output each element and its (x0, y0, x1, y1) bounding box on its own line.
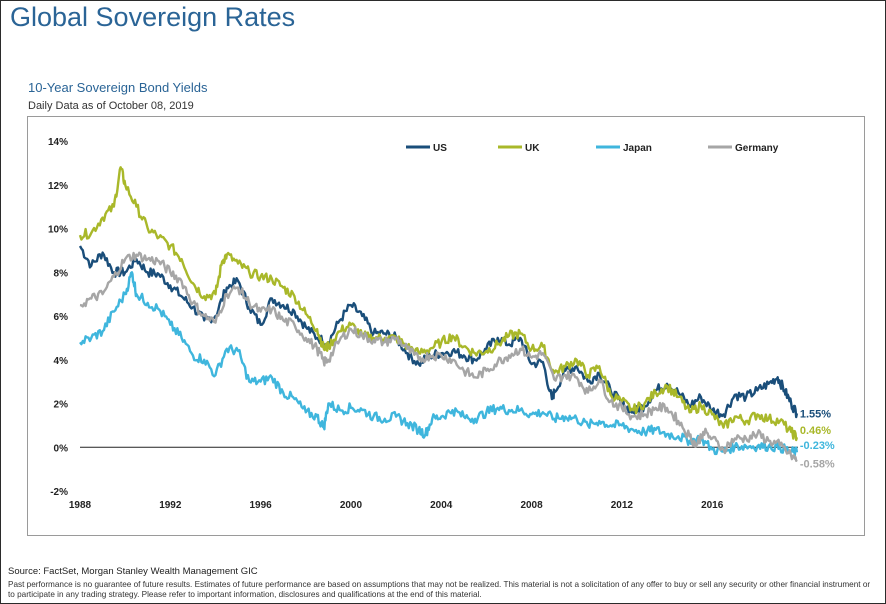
x-tick-label: 1996 (250, 500, 273, 511)
series-line-japan (79, 271, 799, 457)
page-title: Global Sovereign Rates (10, 2, 296, 32)
y-tick-label: -2% (50, 487, 68, 498)
y-tick-label: 6% (54, 312, 69, 323)
y-tick-label: 8% (54, 268, 69, 279)
series-line-us (78, 245, 799, 419)
legend-label-germany: Germany (735, 143, 779, 154)
y-tick-label: 12% (48, 181, 68, 192)
bond-yield-chart: -2% 0% 2% 4% 6% 8% 10% 12% 14% 1988 1992 1996 2000 20… (48, 137, 835, 511)
legend-label-us: US (433, 143, 447, 154)
series-line-germany (79, 251, 798, 462)
legend-label-japan: Japan (623, 143, 652, 154)
series-line-uk (78, 166, 799, 442)
x-tick-label: 2000 (340, 500, 363, 511)
y-tick-label: 4% (54, 356, 69, 367)
end-label-germany: -0.58% (800, 459, 835, 471)
x-tick-label: 1988 (69, 500, 92, 511)
x-tick-label: 2012 (611, 500, 634, 511)
chart-panel: -2% 0% 2% 4% 6% 8% 10% 12% 14% 1988 1992 1996 2000 20… (27, 116, 865, 536)
y-tick-label: 2% (54, 400, 69, 411)
source-note: Source: FactSet, Morgan Stanley Wealth M… (8, 566, 258, 577)
y-tick-label: 0% (54, 443, 69, 454)
x-tick-label: 2016 (701, 500, 724, 511)
y-tick-label: 10% (48, 225, 68, 236)
date-note: Daily Data as of October 08, 2019 (28, 100, 194, 112)
end-label-uk: 0.46% (800, 425, 831, 437)
x-tick-label: 2004 (430, 500, 453, 511)
x-tick-label: 2008 (520, 500, 543, 511)
x-tick-label: 1992 (159, 500, 182, 511)
legend-label-uk: UK (525, 143, 540, 154)
y-tick-label: 14% (48, 137, 68, 148)
disclaimer: Past performance is no guarantee of futu… (8, 580, 871, 599)
end-label-japan: -0.23% (800, 440, 835, 452)
chart-subtitle: 10-Year Sovereign Bond Yields (28, 80, 208, 95)
end-label-us: 1.55% (800, 408, 831, 420)
